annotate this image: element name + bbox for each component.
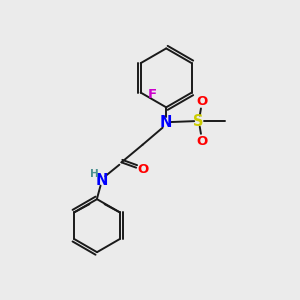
Text: O: O bbox=[197, 94, 208, 108]
Text: N: N bbox=[95, 172, 108, 188]
Text: N: N bbox=[160, 115, 172, 130]
Text: O: O bbox=[197, 135, 208, 148]
Text: S: S bbox=[193, 114, 204, 129]
Text: F: F bbox=[148, 88, 157, 100]
Text: O: O bbox=[137, 163, 148, 176]
Text: H: H bbox=[90, 169, 99, 178]
